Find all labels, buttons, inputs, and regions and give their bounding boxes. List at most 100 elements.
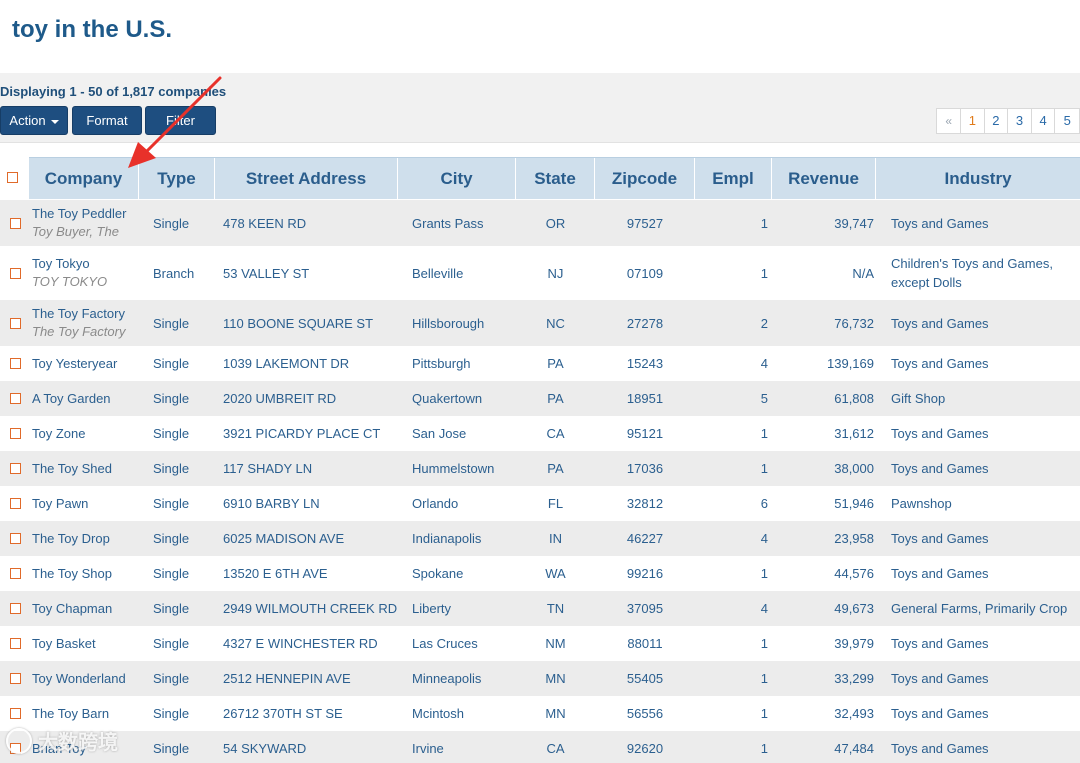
column-header-industry[interactable]: Industry	[944, 169, 1012, 188]
row-checkbox-cell	[0, 381, 29, 416]
industry-cell: Toys and Games	[876, 521, 1080, 556]
revenue-cell: 61,808	[772, 381, 876, 416]
company-link[interactable]: Toy Chapman	[32, 600, 113, 616]
company-link[interactable]: A Toy Garden	[32, 390, 111, 406]
table-row[interactable]: Toy Wonderland Single 2512 HENNEPIN AVE Min…	[0, 661, 1080, 696]
watermark-text: 大数跨境	[38, 732, 118, 754]
row-checkbox[interactable]	[10, 317, 21, 329]
column-header-city[interactable]: City	[398, 158, 516, 200]
select-all-checkbox[interactable]	[7, 172, 18, 183]
table-row[interactable]: The Toy Drop Single 6025 MADISON AVE Indian…	[0, 521, 1080, 556]
pagination-prev[interactable]: «	[937, 109, 962, 133]
table-row[interactable]: Toy Zone Single 3921 PICARDY PLACE CT San J…	[0, 416, 1080, 451]
filter-button[interactable]: Filter	[145, 106, 216, 135]
table-row[interactable]: The Toy Shop Single 13520 E 6TH AVE Spokane…	[0, 556, 1080, 591]
column-header-type[interactable]: Type	[139, 158, 215, 200]
company-link[interactable]: The Toy Peddler	[32, 206, 127, 221]
street-cell: 6025 MADISON AVE	[215, 521, 398, 556]
table-row[interactable]: A Toy Garden Single 2020 UMBREIT RD Quakert…	[0, 381, 1080, 416]
revenue-cell: 23,958	[772, 521, 876, 556]
zipcode-cell: 18951	[595, 381, 695, 416]
row-checkbox[interactable]	[10, 673, 21, 684]
empl-cell: 1	[695, 626, 772, 661]
state-cell: TN	[516, 591, 595, 626]
column-header-state[interactable]: State	[516, 158, 595, 200]
company-cell: Toy Basket	[29, 626, 139, 661]
row-checkbox[interactable]	[10, 568, 21, 579]
company-alt-name: TOY TOKYO	[32, 274, 108, 289]
row-checkbox[interactable]	[10, 498, 21, 509]
zipcode-cell: 46227	[595, 521, 695, 556]
company-link[interactable]: Toy Basket	[32, 635, 96, 651]
street-cell: 54 SKYWARD	[215, 731, 398, 763]
table-row[interactable]: Toy Chapman Single 2949 WILMOUTH CREEK RD L…	[0, 591, 1080, 626]
row-checkbox[interactable]	[10, 217, 21, 229]
company-link[interactable]: Toy Pawn	[32, 495, 89, 511]
company-link[interactable]: Toy Yesteryear	[32, 355, 118, 371]
column-header-street-address[interactable]: Street Address	[215, 158, 398, 200]
format-button[interactable]: Format	[72, 106, 142, 135]
pagination-page[interactable]: 1	[961, 109, 985, 133]
company-link[interactable]: The Toy Shop	[32, 565, 112, 581]
table-row[interactable]: Toy Yesteryear Single 1039 LAKEMONT DR Pitt…	[0, 346, 1080, 381]
row-checkbox[interactable]	[10, 533, 21, 544]
table-row[interactable]: Toy Basket Single 4327 E WINCHESTER RD Las …	[0, 626, 1080, 661]
row-checkbox-cell	[0, 451, 29, 486]
table-row[interactable]: Brian Toy Single 54 SKYWARD Irvine CA 92620 1 4…	[0, 731, 1080, 763]
zipcode-cell: 97527	[595, 200, 695, 246]
company-link[interactable]: Toy Wonderland	[32, 670, 126, 686]
revenue-cell: 44,576	[772, 556, 876, 591]
street-cell: 3921 PICARDY PLACE CT	[215, 416, 398, 451]
row-checkbox[interactable]	[10, 638, 21, 649]
action-button[interactable]: Action	[0, 106, 68, 135]
company-link[interactable]: Brian Toy	[32, 740, 86, 756]
column-header-revenue[interactable]: Revenue	[772, 158, 876, 200]
column-header-company[interactable]: Company	[29, 158, 139, 200]
street-cell: 6910 BARBY LN	[215, 486, 398, 521]
city-cell: Hillsborough	[398, 300, 516, 346]
table-row[interactable]: Toy Tokyo TOY TOKYO Branch 53 VALLEY ST Bell…	[0, 246, 1080, 300]
street-cell: 2949 WILMOUTH CREEK RD	[215, 591, 398, 626]
revenue-cell: 76,732	[772, 300, 876, 346]
table-row[interactable]: The Toy Shed Single 117 SHADY LN Hummelstow…	[0, 451, 1080, 486]
pagination-page[interactable]: 4	[1032, 109, 1056, 133]
state-cell: MN	[516, 696, 595, 731]
city-cell: Minneapolis	[398, 661, 516, 696]
company-link[interactable]: Toy Zone	[32, 425, 86, 441]
type-cell: Branch	[139, 246, 215, 300]
company-cell: Toy Tokyo TOY TOKYO	[29, 246, 139, 300]
table-row[interactable]: The Toy Barn Single 26712 370TH ST SE Mcint…	[0, 696, 1080, 731]
company-link[interactable]: The Toy Factory	[32, 306, 125, 321]
company-link[interactable]: The Toy Shed	[32, 460, 112, 476]
zipcode-cell: 92620	[595, 731, 695, 763]
empl-cell: 1	[695, 731, 772, 763]
zipcode-cell: 27278	[595, 300, 695, 346]
column-header-zipcode[interactable]: Zipcode	[595, 158, 695, 200]
row-checkbox[interactable]	[10, 393, 21, 404]
pagination-page[interactable]: 5	[1063, 113, 1071, 128]
zipcode-cell: 88011	[595, 626, 695, 661]
table-row[interactable]: Toy Pawn Single 6910 BARBY LN Orlando FL 3281…	[0, 486, 1080, 521]
row-checkbox-cell	[0, 556, 29, 591]
industry-cell: General Farms, Primarily Crop	[876, 591, 1080, 626]
row-checkbox[interactable]	[10, 708, 21, 719]
state-cell: WA	[516, 556, 595, 591]
table-row[interactable]: The Toy Peddler Toy Buyer, The Single 478 K…	[0, 200, 1080, 246]
revenue-cell: 139,169	[772, 346, 876, 381]
row-checkbox[interactable]	[10, 267, 21, 279]
company-cell: Toy Yesteryear	[29, 346, 139, 381]
table-row[interactable]: The Toy Factory The Toy Factory Single 110 …	[0, 300, 1080, 346]
industry-cell: Children's Toys and Games, except Dolls	[876, 246, 1080, 300]
row-checkbox[interactable]	[10, 428, 21, 439]
pagination-page[interactable]: 2	[985, 109, 1009, 133]
company-link[interactable]: The Toy Barn	[32, 705, 110, 721]
company-link[interactable]: The Toy Drop	[32, 530, 110, 546]
zipcode-cell: 55405	[595, 661, 695, 696]
row-checkbox[interactable]	[10, 603, 21, 614]
company-link[interactable]: Toy Tokyo	[32, 256, 90, 271]
row-checkbox[interactable]	[10, 358, 21, 369]
column-header-empl[interactable]: Empl	[695, 158, 772, 200]
empl-cell: 2	[695, 300, 772, 346]
pagination-page[interactable]: 3	[1008, 109, 1032, 133]
row-checkbox[interactable]	[10, 463, 21, 474]
